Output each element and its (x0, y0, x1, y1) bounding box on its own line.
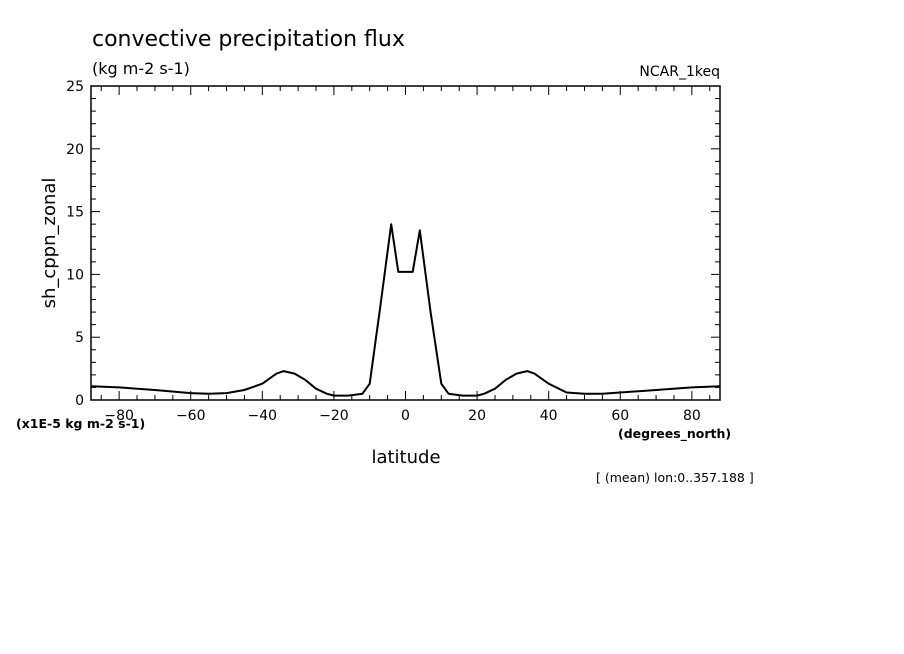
x-tick-label: −40 (248, 408, 278, 424)
x-tick-label: 80 (683, 408, 701, 424)
x-tick-label: 60 (611, 408, 629, 424)
y-tick-label: 20 (66, 142, 84, 158)
x-tick-label: −80 (104, 408, 134, 424)
x-tick-label: 20 (468, 408, 486, 424)
units-label: (kg m-2 s-1) (92, 59, 190, 78)
y-tick-label: 25 (66, 79, 84, 95)
y-tick-label: 10 (66, 267, 84, 283)
y-axis-label: sh_cppn_zonal (39, 178, 60, 309)
x-tick-label: −60 (176, 408, 206, 424)
x-tick-label: −20 (319, 408, 349, 424)
y-tick-labels: 0 5 10 15 20 25 (66, 79, 84, 409)
chart-title: convective precipitation flux (92, 27, 405, 52)
data-line (90, 223, 721, 397)
plot-frame (90, 85, 721, 401)
x-tick-labels: −80 −60 −40 −20 0 20 40 60 80 (104, 408, 700, 424)
footnote: [ (mean) lon:0..357.188 ] (596, 470, 754, 485)
axis-ticks (91, 85, 720, 401)
x-tick-label: 40 (540, 408, 558, 424)
x-tick-label: 0 (401, 408, 410, 424)
y-tick-label: 0 (75, 393, 84, 409)
x-units-label: (degrees_north) (618, 426, 731, 442)
scale-note: (x1E-5 kg m-2 s-1) (16, 416, 145, 431)
y-tick-label: 15 (66, 205, 84, 221)
dataset-label: NCAR_1keq (639, 64, 720, 80)
y-tick-label: 5 (75, 330, 84, 346)
x-axis-label: latitude (371, 447, 440, 468)
